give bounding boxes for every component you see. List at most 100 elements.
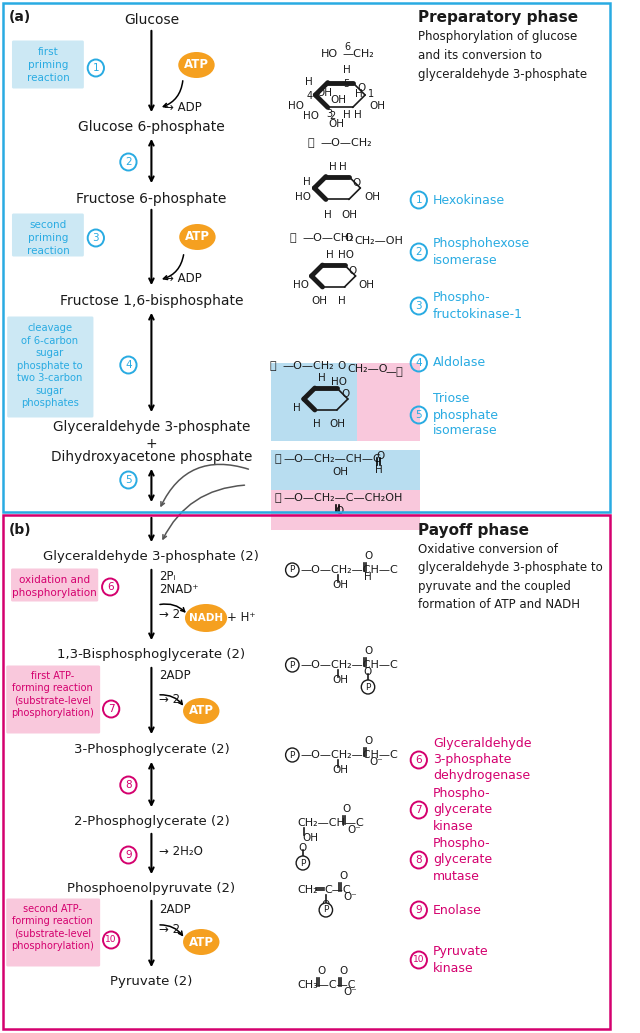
Text: 5: 5 [125,475,132,486]
Text: P: P [365,683,371,691]
FancyBboxPatch shape [6,665,100,733]
Text: O: O [353,178,360,188]
Text: Glucose 6-phosphate: Glucose 6-phosphate [78,120,225,134]
Text: P: P [290,565,295,574]
Text: H: H [303,177,310,187]
Text: O: O [339,966,348,976]
Text: second
priming
reaction: second priming reaction [26,220,69,256]
Text: oxidation and
phosphorylation: oxidation and phosphorylation [12,575,97,598]
Text: —CH₂: —CH₂ [342,49,374,59]
Text: H: H [343,109,351,120]
Text: 5: 5 [415,410,422,420]
Text: 3: 3 [326,109,333,119]
Text: —O—CH₂: —O—CH₂ [320,138,372,148]
Text: 2ADP: 2ADP [159,903,191,916]
Text: O: O [364,551,372,561]
Text: H: H [326,250,333,260]
Text: P: P [300,858,305,868]
Text: → 2: → 2 [159,608,180,621]
Ellipse shape [185,604,227,632]
Text: 1: 1 [93,63,99,73]
Text: O⁻: O⁻ [369,757,383,766]
Text: Ⓟ: Ⓟ [274,493,281,503]
Text: 3: 3 [93,233,99,243]
Text: C—C: C—C [324,885,351,895]
Text: → 2: → 2 [159,693,180,706]
Text: 6: 6 [107,582,113,592]
FancyBboxPatch shape [12,214,84,256]
Text: 2Pᵢ: 2Pᵢ [159,570,176,583]
Text: 2: 2 [330,112,336,122]
Text: P: P [323,906,328,914]
Text: Pyruvate
kinase: Pyruvate kinase [433,945,489,974]
Text: O: O [322,900,330,910]
FancyBboxPatch shape [6,899,100,967]
Text: O: O [299,843,307,853]
Text: OH: OH [302,833,318,843]
Text: —O—CH₂: —O—CH₂ [303,233,355,243]
Text: 4: 4 [125,359,132,370]
Text: OH: OH [369,101,385,111]
Text: OH: OH [317,88,333,98]
Text: O: O [364,735,372,746]
Text: Triose
phosphate
isomerase: Triose phosphate isomerase [433,393,499,438]
Text: 3: 3 [415,301,422,311]
Text: 2NAD⁺: 2NAD⁺ [159,583,198,596]
Text: 2ADP: 2ADP [159,669,191,682]
Bar [3,515,611,1029]
Text: 2: 2 [125,157,132,167]
Text: O: O [335,506,344,516]
Text: ATP: ATP [189,705,214,718]
Text: 2-Phosphoglycerate (2): 2-Phosphoglycerate (2) [74,815,229,828]
Text: 6: 6 [415,755,422,765]
Text: H: H [339,296,346,306]
Text: O: O [343,804,351,814]
Text: → ADP: → ADP [164,101,202,114]
Text: Phosphoenolpyruvate (2): Phosphoenolpyruvate (2) [67,882,236,895]
Text: —O—CH₂—CH—C: —O—CH₂—CH—C [300,660,397,670]
Bar [3,3,611,512]
Text: 10: 10 [106,936,117,944]
Text: P: P [290,751,295,759]
Text: 5: 5 [344,79,350,89]
Text: 10: 10 [413,956,424,965]
Text: second ATP-
forming reaction
(substrate-level
phosphorylation): second ATP- forming reaction (substrate-… [12,904,94,951]
Text: HO: HO [339,250,355,260]
Text: Phosphorylation of glucose
and its conversion to
glyceraldehyde 3-phosphate: Phosphorylation of glucose and its conve… [418,30,587,81]
Text: Enolase: Enolase [433,904,482,916]
Text: Dihydroxyacetone phosphate: Dihydroxyacetone phosphate [51,450,252,464]
Text: —O—CH₂—C—CH₂OH: —O—CH₂—C—CH₂OH [284,493,403,503]
Text: Ⓟ: Ⓟ [290,233,296,243]
Text: Phospho-
glycerate
mutase: Phospho- glycerate mutase [433,838,492,882]
Text: 3-Phosphoglycerate (2): 3-Phosphoglycerate (2) [74,743,229,756]
Text: ATP: ATP [184,59,209,71]
FancyBboxPatch shape [12,40,84,89]
Text: OH: OH [331,95,347,105]
Ellipse shape [179,224,216,250]
Text: OH: OH [332,580,348,590]
Text: ATP: ATP [185,230,210,244]
Text: HO: HO [294,192,310,202]
Text: 8: 8 [415,855,422,865]
Text: OH: OH [330,419,346,429]
Text: O: O [364,646,372,656]
Text: Preparatory phase: Preparatory phase [418,10,578,25]
Text: HO: HO [331,377,347,387]
Text: Payoff phase: Payoff phase [418,523,529,538]
Text: NADH: NADH [189,613,223,623]
Text: 8: 8 [125,780,132,790]
Text: → 2H₂O: → 2H₂O [159,845,203,858]
Text: O⁻: O⁻ [343,987,357,997]
Text: O: O [357,83,365,93]
Text: OH: OH [332,467,348,477]
Text: H: H [364,572,372,582]
Text: —Ⓟ: —Ⓟ [385,367,403,377]
Ellipse shape [179,52,214,79]
Text: OH: OH [358,280,374,290]
Text: O: O [341,389,349,399]
Text: H: H [354,109,362,120]
Text: OH: OH [364,192,380,202]
Text: O: O [376,451,385,461]
Text: OH: OH [332,675,348,685]
Text: —O—CH₂—CH—C: —O—CH₂—CH—C [284,453,381,464]
